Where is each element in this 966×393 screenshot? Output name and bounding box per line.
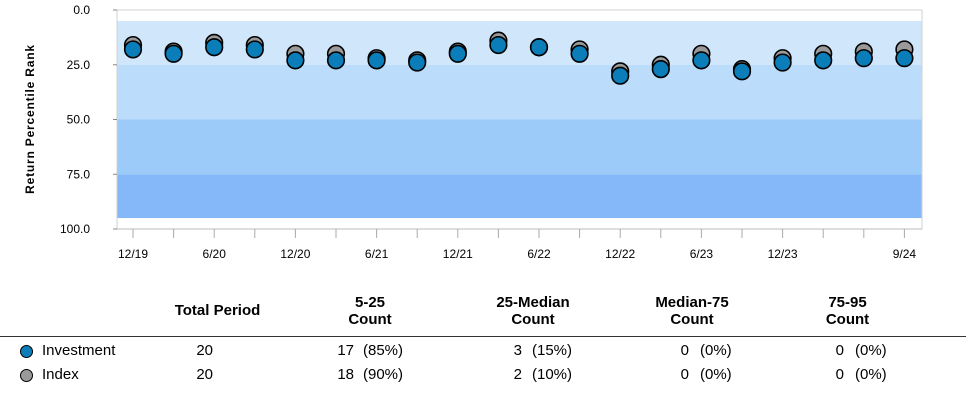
index-legend-marker (20, 369, 33, 382)
investment-point (570, 44, 589, 63)
investment-point (408, 53, 427, 72)
x-tick-label: 6/23 (690, 247, 714, 261)
header-5-25-line2: Count (348, 311, 392, 328)
investment-total-value: 20 (196, 342, 213, 359)
header-25-median-count: 25-Median Count (478, 294, 588, 328)
band-3 (117, 174, 922, 219)
index-c2-value: 2 (513, 366, 522, 383)
y-tick-label: 25.0 (67, 58, 91, 72)
investment-c3p-value: (0%) (700, 342, 732, 359)
investment-point (814, 51, 833, 70)
investment-point (732, 62, 752, 81)
y-tick-label: 100.0 (60, 222, 90, 236)
header-total-period: Total Period (174, 302, 261, 319)
band-0 (117, 20, 922, 65)
investment-point (773, 53, 792, 72)
investment-point (448, 44, 467, 63)
header-75-95-line2: Count (825, 311, 870, 328)
investment-c2-value: 3 (513, 342, 522, 359)
x-tick-label: 12/20 (280, 247, 310, 261)
investment-point (245, 40, 264, 59)
x-tick-label: 12/23 (768, 247, 798, 261)
investment-row-label: Investment (42, 342, 116, 359)
x-tick-label: 12/22 (605, 247, 635, 261)
header-5-25-count: 5-25 Count (320, 294, 420, 328)
index-c4p-value: (0%) (855, 366, 887, 383)
header-25-median-line2: Count (511, 311, 555, 328)
investment-c4-value: 0 (835, 342, 844, 359)
x-tick-label: 6/22 (527, 247, 551, 261)
y-axis: 0.0 25.0 50.0 75.0 100.0 (60, 3, 117, 236)
header-median-75-line2: Count (670, 311, 714, 328)
investment-point (651, 60, 670, 79)
header-5-25-line1: 5-25 (354, 294, 386, 311)
index-total-value: 20 (196, 366, 213, 383)
table-row-investment: Investment 20 17 (85%) 3 (15%) 0 (0%) 0 (0%) (0, 342, 966, 362)
investment-point (611, 66, 630, 85)
x-tick-label: 12/19 (118, 247, 148, 261)
y-tick-label: 0.0 (73, 3, 90, 17)
investment-c1p-value: (85%) (363, 342, 404, 359)
index-c1p-value: (90%) (363, 366, 404, 383)
index-c2p-value: (10%) (532, 366, 573, 383)
investment-c2p-value: (15%) (532, 342, 573, 359)
investment-point (205, 38, 224, 57)
index-c1-value: 18 (337, 366, 354, 383)
x-tick-label: 12/21 (443, 247, 473, 261)
header-divider (0, 336, 966, 337)
x-tick-label: 6/20 (203, 247, 227, 261)
x-tick-label: 9/24 (893, 247, 917, 261)
header-25-median-line1: 25-Median (496, 294, 570, 311)
table-row-index: Index 20 18 (90%) 2 (10%) 0 (0%) 0 (0%) (0, 366, 966, 386)
investment-point (367, 51, 386, 70)
investment-point (854, 49, 873, 68)
investment-point (489, 35, 508, 55)
band-1 (117, 64, 922, 120)
header-median-75-count: Median-75 Count (637, 294, 747, 328)
index-c4-value: 0 (835, 366, 844, 383)
investment-point (529, 38, 549, 57)
quartile-bands (117, 20, 922, 219)
header-median-75-line1: Median-75 (655, 294, 729, 311)
x-tick-label: 6/21 (365, 247, 389, 261)
data-points (123, 31, 914, 85)
y-tick-label: 50.0 (67, 113, 91, 127)
investment-point (692, 51, 711, 70)
y-axis-title: Return Percentile Rank (23, 44, 37, 194)
investment-point (895, 49, 914, 68)
investment-point (123, 40, 143, 59)
header-75-95-line1: 75-95 (828, 294, 867, 311)
investment-point (326, 51, 346, 70)
x-axis: 12/19 6/20 12/20 6/21 12/21 6/22 12/22 6/23 12/2… (117, 228, 922, 261)
investment-point (286, 51, 305, 70)
investment-c3-value: 0 (680, 342, 689, 359)
header-75-95-count: 75-95 Count (800, 294, 895, 328)
band-2 (117, 119, 922, 175)
y-tick-label: 75.0 (67, 167, 91, 181)
index-row-label: Index (42, 366, 79, 383)
investment-legend-marker (20, 345, 33, 358)
investment-c4p-value: (0%) (855, 342, 887, 359)
index-c3p-value: (0%) (700, 366, 732, 383)
investment-point (164, 44, 183, 63)
investment-c1-value: 17 (337, 342, 354, 359)
index-c3-value: 0 (680, 366, 689, 383)
